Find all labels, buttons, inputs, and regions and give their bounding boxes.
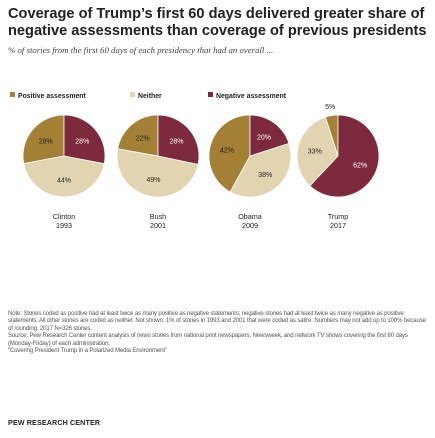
pie-slice-trump-negative [309, 114, 380, 198]
pie-name-bush: Bush [150, 212, 166, 221]
pie-slice-clinton-neither [23, 155, 105, 198]
pie-label-trump-negative: 62% [353, 162, 367, 169]
note-text: Note: Stories coded as positive had at l… [8, 310, 426, 332]
pie-slice-bush-negative [157, 114, 200, 165]
pie-label-bush-positive: 22% [136, 135, 150, 142]
pie-label-bush-neither: 49% [146, 177, 160, 184]
legend-swatch-positive [10, 92, 15, 97]
pie-label-clinton-negative: 28% [75, 138, 89, 145]
pie-label-obama-negative: 20% [257, 134, 271, 141]
legend-item-positive: Positive assessment [10, 92, 86, 100]
report-title: “Covering President Trump in a Polarized… [8, 347, 167, 355]
pie-slice-bush-positive [117, 114, 159, 157]
pie-label-clinton-positive: 28% [39, 138, 53, 145]
pie-slice-clinton-negative [63, 114, 106, 165]
pie-year-obama: 2009 [242, 221, 258, 230]
legend-label-negative: Negative assessment [216, 93, 287, 100]
pie-year-clinton: 1993 [56, 221, 72, 230]
pie-name-trump: Trump [328, 212, 349, 221]
pie-label-trump-positive: 5% [325, 104, 335, 111]
chart-notes: Note: Stories coded as positive had at l… [8, 310, 430, 354]
pie-slice-obama-negative [249, 114, 290, 157]
pie-slice-clinton-positive [22, 114, 65, 165]
chart-legend: Positive assessment Neither Negative ass… [10, 92, 430, 104]
chart-subtitle: % of stories from the first 60 days of e… [8, 45, 274, 55]
pie-obama [208, 114, 292, 198]
legend-swatch-negative [208, 92, 213, 97]
pie-slice-bush-neither [116, 148, 199, 198]
legend-item-neither: Neither [130, 92, 162, 100]
chart-header: Coverage of Trump’s first 60 days delive… [8, 6, 428, 55]
pie-label-clinton-neither: 44% [57, 177, 71, 184]
legend-label-positive: Positive assessment [18, 93, 86, 100]
pie-clinton [22, 114, 106, 198]
pie-year-trump: 2017 [330, 221, 346, 230]
pie-label-bush-negative: 28% [169, 139, 183, 146]
pie-label-obama-positive: 42% [220, 148, 234, 155]
legend-item-negative: Negative assessment [208, 92, 286, 100]
pie-trump [296, 114, 380, 198]
pie-slice-obama-positive [208, 114, 251, 193]
pie-slice-trump-neither [296, 116, 339, 187]
pie-label-obama-neither: 38% [258, 172, 272, 179]
pie-name-obama: Obama [238, 212, 262, 221]
source-text: Source: Pew Research Center content anal… [8, 332, 408, 347]
pie-bush [116, 114, 200, 198]
pie-label-trump-neither: 33% [308, 148, 322, 155]
legend-label-neither: Neither [138, 93, 162, 100]
chart-title: Coverage of Trump’s first 60 days delive… [8, 6, 427, 39]
pie-year-bush: 2001 [150, 221, 166, 230]
pie-name-clinton: Clinton [53, 212, 75, 221]
brand-logo-text: PEW RESEARCH CENTER [8, 418, 101, 427]
legend-swatch-neither [130, 92, 135, 97]
pie-slice-obama-neither [229, 142, 292, 198]
